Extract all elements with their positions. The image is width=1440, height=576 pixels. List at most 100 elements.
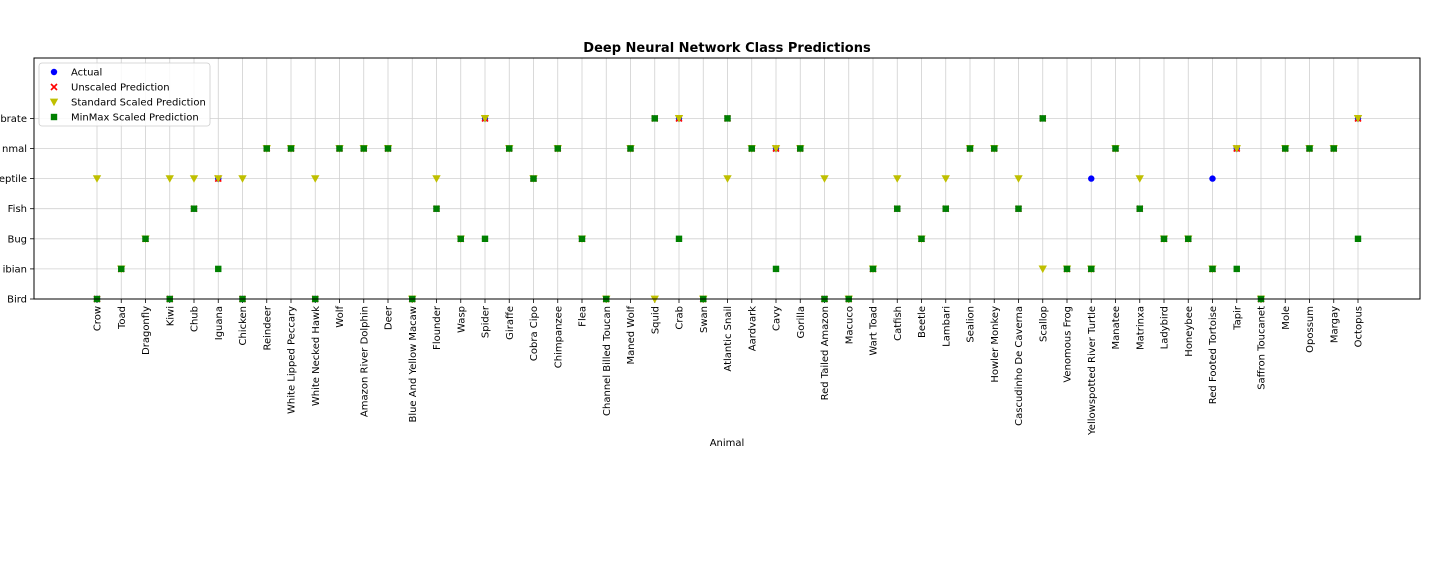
x-tick-label: Crab: [675, 306, 686, 330]
point-atlantic-snail: [724, 115, 731, 122]
x-tick-label: Venomous Frog: [1063, 306, 1074, 383]
legend-entry: MinMax Scaled Prediction: [71, 113, 199, 124]
x-tick-label: Deer: [384, 305, 395, 330]
legend-box: [38, 62, 211, 127]
y-tick-label: Bird: [7, 295, 27, 306]
x-tick-label: Swan: [699, 306, 710, 333]
x-tick-label: Chicken: [238, 306, 249, 346]
point-reindeer: [263, 145, 270, 152]
x-tick-label: Channel Billed Toucan: [602, 306, 613, 416]
x-tick-label: Flounder: [432, 305, 443, 350]
x-tick-label: Atlantic Snail: [723, 306, 734, 372]
x-tick-label: Chimpanzee: [553, 306, 564, 368]
x-tick-label: Howler Monkey: [990, 306, 1001, 383]
x-tick-label: Cavy: [772, 306, 783, 331]
point-opossum: [1306, 145, 1313, 152]
point-manatee: [1112, 145, 1119, 152]
point-flounder: [432, 175, 441, 183]
point-honeybee: [1185, 235, 1192, 242]
point-spider: [480, 115, 490, 123]
point-crab: [674, 115, 684, 123]
point-wart-toad: [869, 265, 877, 273]
x-tick-label: White Lipped Peccary: [287, 306, 298, 414]
legend-marker: [49, 98, 59, 107]
point-ladybird: [1160, 235, 1168, 242]
x-tick-label: Manatee: [1111, 306, 1122, 349]
x-tick-label: Dragonfly: [141, 306, 152, 355]
point-chub: [190, 205, 198, 212]
x-tick-label: Mole: [1281, 306, 1292, 330]
x-tick-label: Maned Wolf: [626, 306, 637, 365]
x-tick-label: Tapir: [1232, 305, 1243, 331]
x-tick-label: Lambari: [941, 306, 952, 347]
point-amazon-river-dolphin: [360, 145, 367, 152]
x-tick-label: Octopus: [1354, 306, 1365, 347]
point-red-tailed-amazon: [820, 175, 829, 183]
point-tapir: [1232, 145, 1241, 153]
point-mole: [1282, 145, 1289, 152]
point-chimpanzee: [554, 145, 561, 152]
point-octopus: [1353, 115, 1363, 123]
point-spider: [481, 235, 489, 242]
x-tick-label: Beetle: [917, 306, 928, 338]
point-flounder: [433, 205, 440, 212]
x-tick-label: Saffron Toucanet: [1257, 306, 1268, 390]
x-tick-label: Catfish: [893, 306, 904, 341]
x-axis-label: Animal: [710, 438, 745, 449]
x-tick-label: Crow: [93, 306, 104, 331]
point-octopus: [1354, 235, 1362, 242]
point-scallop: [1038, 265, 1047, 274]
point-matrinxa: [1135, 175, 1144, 183]
point-chicken: [238, 175, 247, 183]
legend-entry: Standard Scaled Prediction: [71, 98, 206, 109]
legend-marker: [50, 113, 58, 121]
y-tick-label: eptile: [0, 174, 27, 185]
point-white-necked-hawk: [311, 175, 320, 183]
point-giraffe: [506, 145, 513, 152]
point-flea: [578, 235, 586, 242]
x-tick-label: Macuco: [844, 306, 855, 344]
x-tick-label: Spider: [481, 305, 492, 338]
y-tick-label: nmal: [2, 144, 27, 155]
point-yellowspotted-river-turtle: [1088, 175, 1095, 182]
point-catfish: [894, 205, 901, 212]
point-dragonfly: [142, 235, 149, 242]
point-wasp: [457, 235, 464, 242]
x-tick-label: Red Footed Tortoise: [1208, 306, 1219, 404]
point-cavy: [771, 145, 781, 153]
point-cascudinho-de-caverna: [1015, 205, 1022, 212]
point-kiwi: [165, 175, 174, 183]
x-tick-label: Chub: [190, 306, 201, 332]
x-tick-label: Wolf: [335, 306, 346, 328]
point-crab: [675, 235, 683, 242]
x-tick-label: Wart Toad: [869, 306, 880, 356]
x-tick-label: Sealion: [966, 306, 977, 343]
x-tick-label: Iguana: [214, 306, 225, 340]
x-tick-label: Cobra Cipo: [529, 306, 540, 361]
point-toad: [118, 265, 125, 273]
point-cavy: [772, 265, 780, 273]
x-tick-label: Amazon River Dolphin: [359, 306, 370, 417]
legend-entry: Unscaled Prediction: [71, 83, 170, 94]
x-tick-label: Giraffe: [505, 306, 516, 340]
y-tick-label: ibian: [3, 264, 27, 275]
point-crow: [92, 175, 102, 183]
chart-title: Deep Neural Network Class Predictions: [583, 41, 871, 56]
y-axis: Bird ibian Bug Fish eptile nmal brate: [0, 114, 34, 306]
point-white-lipped-peccary: [287, 145, 295, 152]
point-iguana: [214, 175, 223, 183]
x-tick-label: White Necked Hawk: [311, 306, 322, 406]
point-cascudinho-de-caverna: [1014, 175, 1023, 183]
point-iguana: [215, 265, 222, 273]
x-tick-label: Red Tailed Amazon: [820, 306, 831, 400]
point-matrinxa: [1136, 205, 1143, 212]
x-tick-label: Blue And Yellow Macaw: [408, 306, 419, 423]
point-squid: [651, 115, 658, 122]
point-red-footed-tortoise: [1209, 265, 1216, 273]
point-wolf: [336, 145, 343, 152]
x-tick-label: Toad: [117, 306, 128, 330]
point-catfish: [893, 175, 902, 183]
y-tick-label: brate: [0, 114, 27, 125]
legend-marker: [50, 83, 58, 91]
point-yellowspotted-river-turtle: [1088, 265, 1095, 273]
